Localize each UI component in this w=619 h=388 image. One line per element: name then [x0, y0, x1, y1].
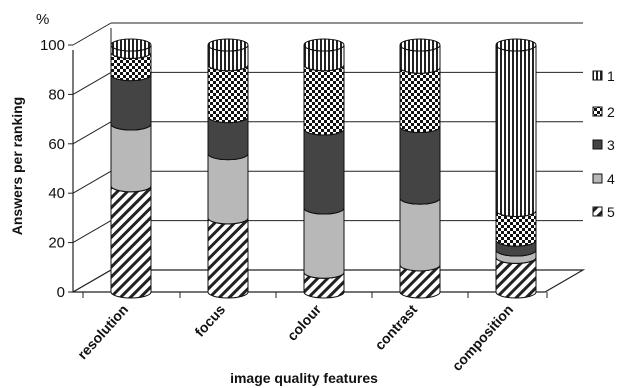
bar-segment-colour-rank-3 [303, 128, 345, 215]
x-tick-label-focus: focus [191, 301, 228, 340]
y-tick-label-2: 40 [48, 185, 65, 202]
bar-top-cap-contrast [399, 38, 441, 52]
bar-segment-focus-rank-2 [207, 64, 249, 124]
legend-label-2: 2 [607, 104, 615, 120]
y-tick-label-4: 80 [48, 86, 65, 103]
bar-stack-composition [495, 38, 537, 299]
bar-segment-colour-rank-4 [303, 207, 345, 279]
bar-top-cap-focus [207, 38, 249, 52]
bar-top-cap-resolution [110, 38, 152, 52]
legend-label-5: 5 [607, 204, 615, 220]
legend-swatch-5 [592, 206, 603, 217]
legend-swatch-4 [592, 173, 603, 184]
bar-stack-focus [207, 38, 249, 299]
legend-swatch-3 [592, 139, 603, 150]
y-axis-title: Answers per ranking [9, 97, 25, 236]
y-tick-label-3: 60 [48, 136, 65, 153]
bar-segment-contrast-rank-4 [399, 198, 441, 272]
grid-slant-5 [72, 22, 112, 46]
bar-segment-composition-rank-1 [495, 44, 537, 217]
legend-swatch-2 [592, 106, 603, 117]
bar-segment-resolution-rank-3 [110, 74, 152, 131]
bar-segment-contrast-rank-3 [399, 126, 441, 205]
x-tick-label-resolution: resolution [74, 301, 131, 362]
x-tick-label-colour: colour [284, 301, 325, 344]
x-tick-label-contrast: contrast [371, 301, 420, 353]
legend-label-3: 3 [607, 137, 615, 153]
x-axis-title: image quality features [230, 370, 378, 386]
y-tick-label-0: 0 [57, 284, 65, 301]
y-unit-label: % [36, 11, 49, 28]
y-tick-label-5: 100 [40, 37, 65, 54]
bar-stack-colour [303, 38, 345, 299]
grid-slant-2 [72, 170, 112, 194]
legend-swatch-1 [592, 70, 603, 81]
chart-floor [70, 269, 586, 293]
legend-label-4: 4 [607, 171, 615, 187]
grid-slant-1 [72, 220, 112, 244]
grid-slant-3 [72, 121, 112, 145]
y-tick-label-1: 20 [48, 235, 65, 252]
legend-label-1: 1 [607, 68, 615, 84]
x-tick-label-composition: composition [449, 301, 517, 374]
bar-segment-resolution-rank-5 [110, 185, 152, 299]
bar-segment-resolution-rank-4 [110, 123, 152, 193]
bar-segment-contrast-rank-2 [399, 67, 441, 133]
bar-segment-focus-rank-4 [207, 153, 249, 225]
bar-top-cap-composition [495, 38, 537, 52]
bar-top-cap-colour [303, 38, 345, 52]
bars [110, 38, 537, 299]
bar-segment-colour-rank-2 [303, 64, 345, 136]
grid-slant-4 [72, 71, 112, 95]
legend: 1 2 3 4 5 [592, 68, 615, 220]
bar-stack-resolution [110, 38, 152, 299]
bar-segment-focus-rank-5 [207, 217, 249, 299]
bar-stack-contrast [399, 38, 441, 299]
